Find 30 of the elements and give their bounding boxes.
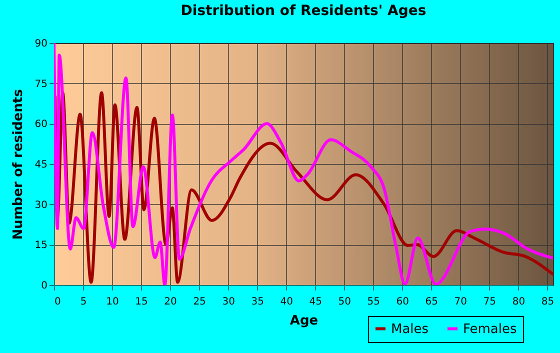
x-tick-label: 65 <box>425 296 438 308</box>
chart-title: Distribution of Residents' Ages <box>180 3 426 19</box>
y-tick-label: 90 <box>34 38 48 50</box>
x-tick-label: 20 <box>164 296 177 308</box>
x-tick-label: 25 <box>193 296 206 308</box>
x-tick-label: 15 <box>135 296 148 308</box>
x-tick-label: 70 <box>454 296 468 308</box>
legend-label: Females <box>463 322 518 337</box>
x-tick-label: 80 <box>512 296 526 308</box>
x-tick-label: 40 <box>280 296 293 308</box>
x-tick-label: 55 <box>367 296 380 308</box>
x-tick-label: 60 <box>396 296 410 308</box>
y-tick-label: 60 <box>34 119 48 130</box>
y-tick-label: 15 <box>34 240 48 252</box>
x-tick-label: 10 <box>106 296 119 308</box>
y-axis-title: Number of residents <box>10 88 26 240</box>
y-tick-label: 0 <box>41 280 48 292</box>
x-tick-label: 5 <box>80 296 87 308</box>
x-tick-label: 75 <box>483 296 496 308</box>
legend-label: Males <box>391 322 429 337</box>
x-tick-label: 35 <box>251 296 264 308</box>
x-tick-label: 85 <box>541 296 554 308</box>
x-tick-label: 30 <box>222 296 235 308</box>
y-tick-label: 45 <box>34 160 48 170</box>
x-tick-label: 50 <box>338 296 351 308</box>
y-tick-label: 30 <box>34 200 48 211</box>
x-tick-label: 0 <box>54 296 61 308</box>
y-tick-label: 75 <box>34 78 48 90</box>
x-tick-label: 45 <box>309 296 322 308</box>
x-axis-title: Age <box>290 314 318 328</box>
